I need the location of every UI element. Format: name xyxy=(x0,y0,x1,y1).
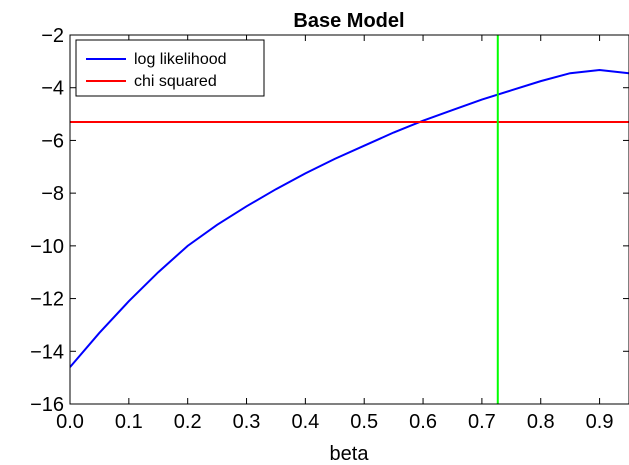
y-tick-label: −10 xyxy=(30,236,64,258)
series-line-log-likelihood xyxy=(70,69,629,368)
plot-area xyxy=(70,35,629,404)
x-tick-label: 0.5 xyxy=(350,411,378,433)
x-tick-label: 0.0 xyxy=(56,411,84,433)
y-tick-label: −12 xyxy=(30,289,64,311)
x-tick-label: 0.2 xyxy=(174,411,202,433)
y-tick-label: −16 xyxy=(30,394,64,416)
plot-frame xyxy=(69,34,629,405)
y-tick-label: −4 xyxy=(41,78,64,100)
y-tick-label: −2 xyxy=(41,25,64,47)
axis-ticks: 0.0 0.1 0.2 0.3 0.4 0.5 0.6 0.7 0.8 0.9 −16 −14 −12 −… xyxy=(30,25,629,433)
x-tick-label: 0.6 xyxy=(409,411,437,433)
x-tick-label: 0.3 xyxy=(233,411,261,433)
x-tick-label: 0.7 xyxy=(468,411,496,433)
legend-label-chi-squared: chi squared xyxy=(134,73,217,90)
legend: log likelihood chi squared xyxy=(75,39,265,97)
chart-title: Base Model xyxy=(293,10,404,32)
y-tick-label: −8 xyxy=(41,183,64,205)
legend-box xyxy=(75,39,265,97)
x-axis-title: beta xyxy=(330,443,370,465)
y-tick-label: −6 xyxy=(41,130,64,152)
x-tick-label: 0.4 xyxy=(291,411,319,433)
legend-label-log-likelihood: log likelihood xyxy=(134,51,227,68)
x-tick-label: 0.1 xyxy=(115,411,143,433)
y-tick-label: −14 xyxy=(30,341,64,363)
x-tick-label: 0.9 xyxy=(586,411,614,433)
x-tick-label: 0.8 xyxy=(527,411,555,433)
